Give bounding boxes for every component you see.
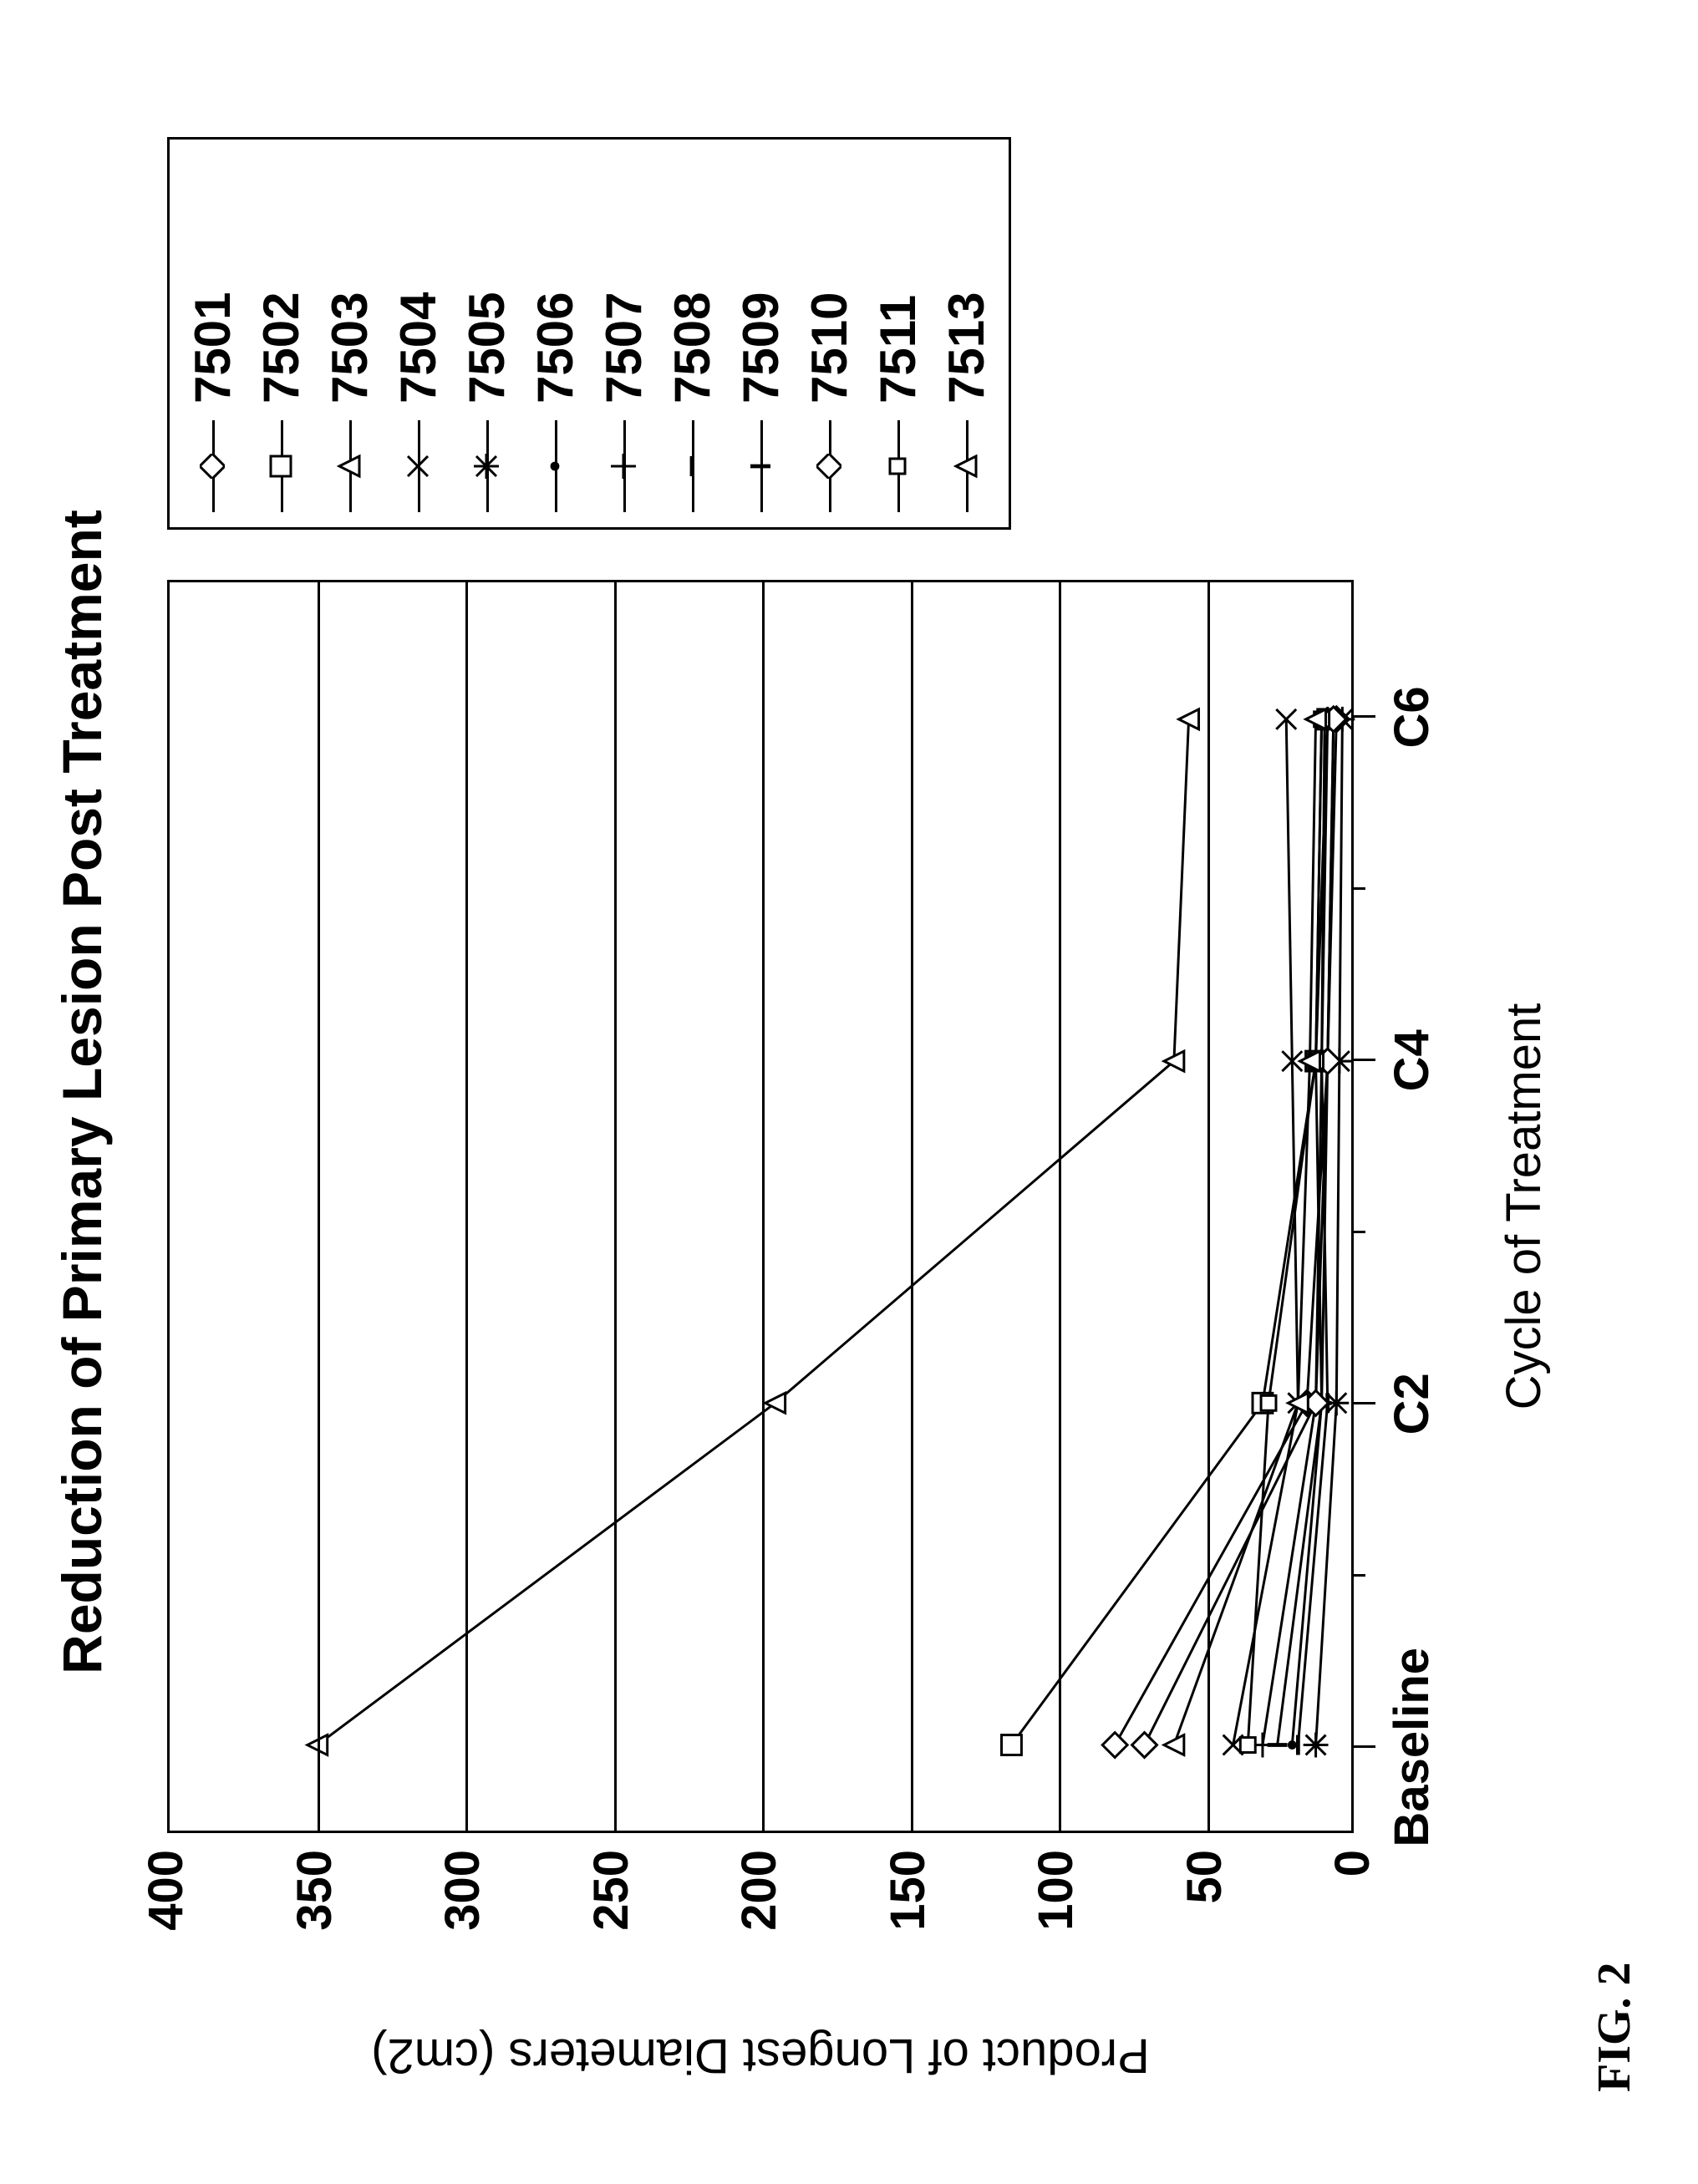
dash-icon <box>679 454 704 479</box>
chart-title: Reduction of Primary Lesion Post Treatme… <box>50 0 125 2184</box>
legend-swatch <box>607 420 640 512</box>
plot-area <box>167 580 1354 1833</box>
legend-swatch <box>744 420 777 512</box>
legend-label: 7504 <box>389 292 447 404</box>
x-minor-tick <box>1354 1231 1365 1233</box>
legend-label: 7503 <box>321 292 379 404</box>
x-tick-label: C2 <box>1384 1270 1440 1537</box>
series-line-7509 <box>1278 719 1322 1745</box>
x-minor-tick <box>1354 887 1365 890</box>
legend-item-7511: 7511 <box>865 155 930 512</box>
legend-label: 7506 <box>526 292 584 404</box>
legend-item-7505: 7505 <box>454 155 519 512</box>
legend-swatch <box>538 420 572 512</box>
x-tick <box>1354 1059 1375 1061</box>
diamond-icon <box>816 454 841 479</box>
gridline <box>1207 582 1210 1831</box>
rotated-stage: Reduction of Primary Lesion Post Treatme… <box>0 0 1698 2184</box>
legend-item-7509: 7509 <box>728 155 793 512</box>
plus-icon <box>611 454 636 479</box>
legend-item-7507: 7507 <box>591 155 656 512</box>
legend-swatch <box>881 420 914 512</box>
gridline <box>911 582 913 1831</box>
legend-swatch <box>812 420 846 512</box>
legend-item-7503: 7503 <box>317 155 382 512</box>
square-sm-icon <box>885 454 910 479</box>
y-tick-label: 350 <box>287 1850 343 1967</box>
gridline <box>762 582 765 1831</box>
gridline <box>465 582 468 1831</box>
figure-label: FIG. 2 <box>1588 1841 1655 2092</box>
series-marker-7502 <box>1002 1735 1022 1755</box>
legend-swatch <box>470 420 503 512</box>
legend: 7501750275037504750575067507750875097510… <box>167 137 1011 530</box>
x-tick-label: C4 <box>1384 927 1440 1194</box>
legend-item-7508: 7508 <box>659 155 724 512</box>
page: Reduction of Primary Lesion Post Treatme… <box>0 0 1698 2184</box>
legend-label: 7502 <box>252 292 310 404</box>
legend-swatch <box>675 420 709 512</box>
y-tick-label: 50 <box>1177 1850 1233 1967</box>
series-marker-7505 <box>1304 1733 1329 1758</box>
asterisk-icon <box>474 454 499 479</box>
square-icon <box>268 454 293 479</box>
series-marker-7501 <box>1102 1733 1127 1758</box>
legend-label: 7507 <box>595 292 653 404</box>
x-tick-label: Baseline <box>1384 1613 1440 1881</box>
legend-item-7504: 7504 <box>385 155 450 512</box>
gridline <box>614 582 617 1831</box>
x-axis-label: Cycle of Treatment <box>1496 580 1563 1833</box>
x-tick-label: C6 <box>1384 583 1440 851</box>
legend-swatch <box>264 420 297 512</box>
legend-item-7502: 7502 <box>248 155 313 512</box>
diamond-icon <box>200 454 225 479</box>
y-tick-label: 150 <box>880 1850 936 1967</box>
y-tick-label: 200 <box>731 1850 787 1967</box>
legend-label: 7501 <box>184 292 241 404</box>
y-axis-label: Product of Longest Diameters (cm2) <box>167 2028 1354 2084</box>
plot-svg <box>170 582 1351 1831</box>
x-minor-tick <box>1354 1574 1365 1577</box>
series-marker-7510 <box>1132 1733 1157 1758</box>
y-tick-label: 250 <box>583 1850 639 1967</box>
triangle-icon <box>337 454 362 479</box>
y-tick-label: 0 <box>1324 1850 1380 1967</box>
legend-label: 7508 <box>663 292 721 404</box>
legend-label: 7509 <box>732 292 790 404</box>
legend-item-7510: 7510 <box>796 155 862 512</box>
y-axis-label-text: Product of Longest Diameters (cm2) <box>371 2029 1150 2083</box>
legend-label: 7513 <box>938 292 995 404</box>
x-icon <box>405 454 430 479</box>
series-marker-7511 <box>1261 1395 1276 1410</box>
dot-icon <box>542 454 567 479</box>
x-tick <box>1354 715 1375 718</box>
y-tick-label: 300 <box>435 1850 491 1967</box>
y-tick-label: 400 <box>138 1850 194 1967</box>
legend-label: 7510 <box>801 292 858 404</box>
gridline <box>318 582 320 1831</box>
legend-item-7513: 7513 <box>933 155 999 512</box>
legend-swatch <box>196 420 229 512</box>
legend-swatch <box>333 420 366 512</box>
bar-icon <box>748 454 773 479</box>
triangle-icon <box>953 454 979 479</box>
legend-swatch <box>949 420 983 512</box>
gridline <box>1059 582 1061 1831</box>
legend-item-7506: 7506 <box>522 155 587 512</box>
legend-item-7501: 7501 <box>180 155 245 512</box>
x-tick <box>1354 1745 1375 1748</box>
legend-label: 7511 <box>869 295 927 404</box>
series-marker-7506 <box>1288 1740 1297 1750</box>
series-marker-7503 <box>765 1393 785 1413</box>
x-tick <box>1354 1402 1375 1404</box>
y-tick-label: 100 <box>1028 1850 1084 1967</box>
series-marker-7513 <box>1164 1735 1184 1755</box>
legend-label: 7505 <box>458 292 516 404</box>
legend-swatch <box>401 420 435 512</box>
series-marker-7511 <box>1240 1738 1255 1753</box>
